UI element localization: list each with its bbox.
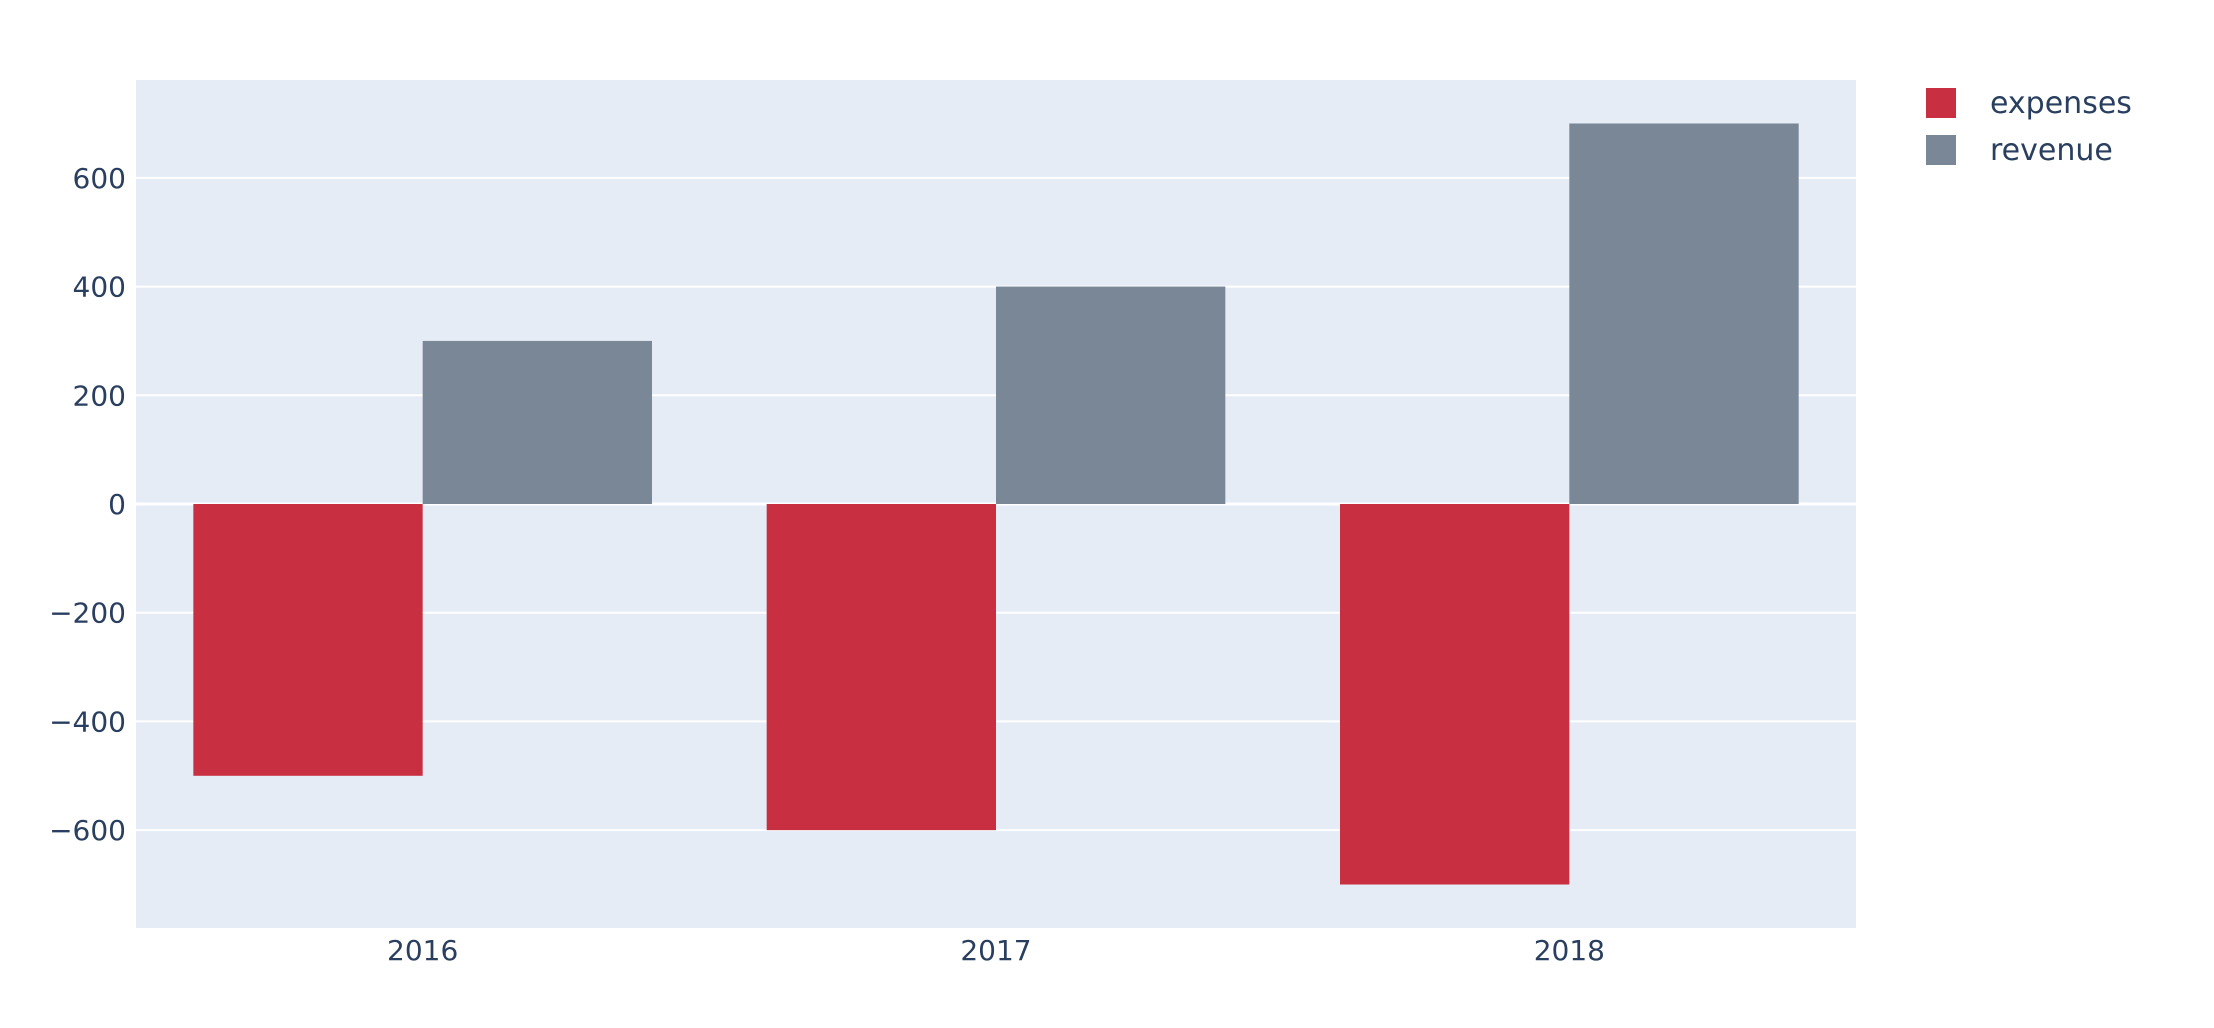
y-tick-label: −400 <box>49 705 126 738</box>
y-tick-label: 0 <box>108 488 126 521</box>
x-tick-label: 2017 <box>960 934 1031 967</box>
bar-expenses-2017 <box>766 504 996 831</box>
x-tick-label: 2016 <box>387 934 458 967</box>
bar-revenue-2018 <box>1569 123 1799 504</box>
legend-label: expenses <box>1990 86 2132 121</box>
legend-swatch <box>1926 135 1956 165</box>
y-tick-label: −600 <box>49 814 126 847</box>
y-tick-label: 400 <box>73 271 126 304</box>
legend: expenses revenue <box>1926 86 2132 168</box>
bar-expenses-2016 <box>193 504 423 776</box>
x-axis-ticks: 2016 2017 2018 <box>387 934 1605 967</box>
legend-label: revenue <box>1990 133 2113 168</box>
bar-revenue-2017 <box>996 286 1226 504</box>
legend-item-revenue[interactable]: revenue <box>1926 133 2113 168</box>
legend-swatch <box>1926 88 1956 118</box>
y-axis-ticks: −600 −400 −200 0 200 400 600 <box>49 162 126 847</box>
y-tick-label: −200 <box>49 597 126 630</box>
y-tick-label: 600 <box>73 162 126 195</box>
bar-expenses-2018 <box>1340 504 1570 885</box>
y-tick-label: 200 <box>73 379 126 412</box>
bars <box>193 123 1799 885</box>
x-tick-label: 2018 <box>1534 934 1605 967</box>
bar-revenue-2016 <box>422 340 652 504</box>
legend-item-expenses[interactable]: expenses <box>1926 86 2132 121</box>
